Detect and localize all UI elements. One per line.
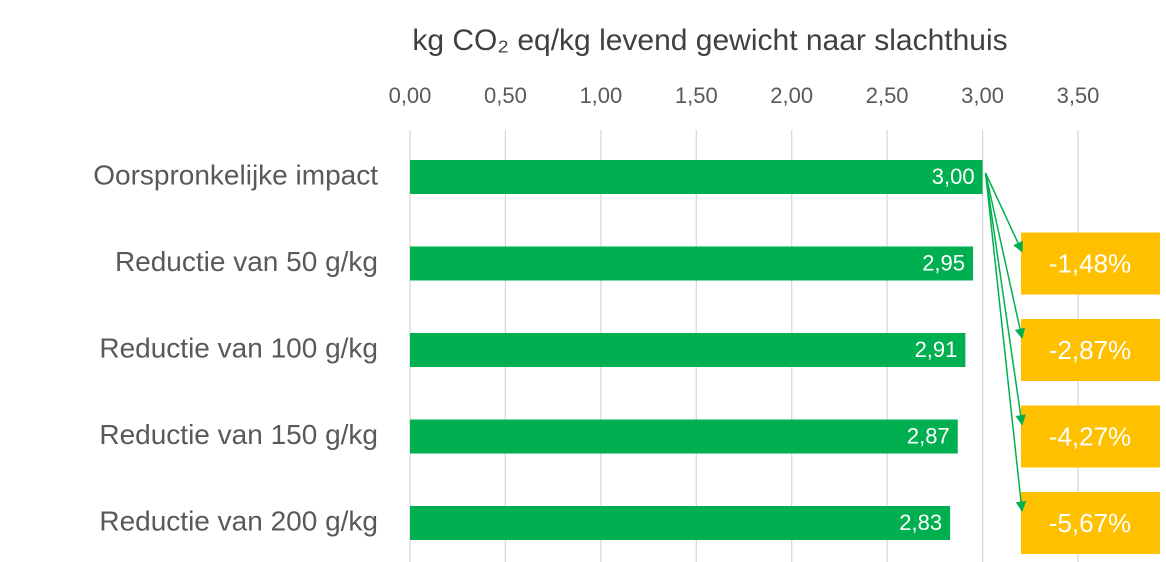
x-tick-label: 1,00 xyxy=(579,83,622,108)
category-label: Reductie van 100 g/kg xyxy=(99,332,378,363)
bar xyxy=(410,506,951,540)
annotation-box xyxy=(1021,232,1160,295)
annotation-arrow xyxy=(984,172,1026,340)
x-tick-label: 0,00 xyxy=(389,83,432,108)
annotation: -1,48% xyxy=(1049,248,1131,278)
annotation: -2,87% xyxy=(1049,335,1131,365)
value-label: 3,00 xyxy=(932,164,975,189)
annotation-box xyxy=(1021,492,1160,554)
bar xyxy=(410,419,958,454)
bar xyxy=(410,246,974,281)
x-tick-label: 1,50 xyxy=(675,83,718,108)
x-tick-label: 3,50 xyxy=(1057,83,1100,108)
value-label: 2,83 xyxy=(899,510,942,535)
annotation: -4,27% xyxy=(1049,421,1131,451)
x-tick-label: 2,50 xyxy=(866,83,909,108)
category-label: Reductie van 150 g/kg xyxy=(99,419,378,450)
category-label: Reductie van 200 g/kg xyxy=(99,505,378,536)
annotation-box xyxy=(1021,319,1160,381)
annotation-arrow xyxy=(984,172,1026,426)
category-label: Oorspronkelijke impact xyxy=(93,159,378,190)
value-label: 2,95 xyxy=(922,250,965,275)
x-tick-label: 2,00 xyxy=(770,83,813,108)
annotation-box xyxy=(1021,405,1160,468)
chart-title: kg CO₂ eq/kg levend gewicht naar slachth… xyxy=(412,24,1007,57)
bar xyxy=(410,333,966,367)
value-label: 2,87 xyxy=(907,423,950,448)
annotation-arrow xyxy=(984,172,1023,253)
annotation: -5,67% xyxy=(1049,508,1131,538)
bar xyxy=(410,160,983,194)
x-tick-label: 0,50 xyxy=(484,83,527,108)
value-label: 2,91 xyxy=(915,337,958,362)
x-tick-label: 3,00 xyxy=(961,83,1004,108)
annotation-arrow xyxy=(984,172,1027,513)
category-label: Reductie van 50 g/kg xyxy=(115,246,378,277)
